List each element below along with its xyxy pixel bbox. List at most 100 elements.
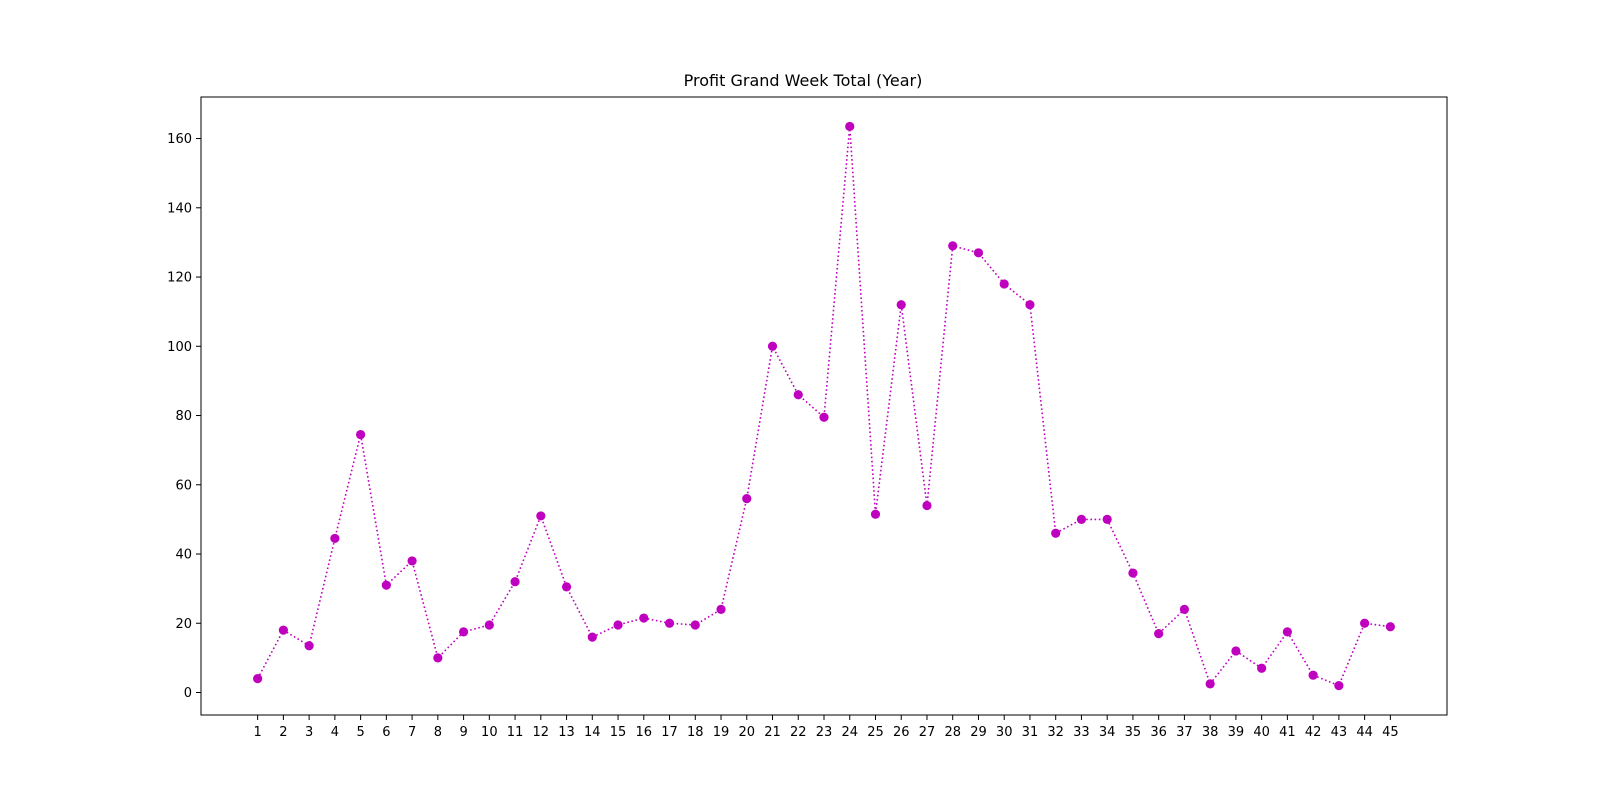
x-tick-label: 9 (459, 725, 467, 740)
x-tick-label: 3 (305, 725, 313, 740)
y-tick-label: 140 (167, 201, 192, 216)
data-point (1076, 514, 1087, 524)
x-tick-label: 8 (434, 725, 442, 740)
series-layer (253, 121, 1395, 691)
x-tick-label: 14 (584, 725, 601, 740)
y-tick-label: 80 (175, 409, 192, 424)
x-tick-label: 32 (1047, 725, 1064, 740)
data-point (639, 613, 649, 623)
chart-title: Profit Grand Week Total (Year) (684, 71, 923, 90)
x-tick-label: 44 (1356, 725, 1373, 740)
x-tick-label: 20 (738, 725, 755, 740)
x-tick-label: 17 (661, 725, 678, 740)
x-tick-label: 28 (944, 725, 961, 740)
x-tick-label: 38 (1202, 725, 1219, 740)
x-tick-label: 22 (790, 725, 807, 740)
y-axis: 0 20 40 60 80 100 120 140 160 (167, 132, 201, 701)
data-point (510, 577, 520, 587)
data-point (767, 341, 778, 351)
y-tick-label: 40 (175, 548, 192, 563)
x-tick-label: 26 (893, 725, 910, 740)
x-tick-label: 29 (970, 725, 987, 740)
x-tick-label: 10 (481, 725, 498, 740)
data-point (381, 580, 391, 590)
x-tick-label: 34 (1099, 725, 1116, 740)
data-point (613, 620, 623, 630)
data-point (1385, 622, 1395, 632)
data-point (742, 494, 752, 504)
data-point (1308, 670, 1318, 680)
x-tick-label: 16 (636, 725, 653, 740)
data-point (304, 641, 314, 651)
data-point (278, 625, 288, 635)
x-tick-label: 41 (1279, 725, 1296, 740)
x-tick-label: 42 (1305, 725, 1322, 740)
x-tick-label: 23 (816, 725, 833, 740)
x-tick-label: 45 (1382, 725, 1399, 740)
x-tick-label: 11 (507, 725, 524, 740)
data-point (1154, 629, 1164, 639)
data-point (922, 500, 932, 511)
data-point (356, 429, 366, 440)
data-point (433, 653, 443, 663)
y-tick-label: 100 (167, 340, 192, 355)
data-point (1257, 663, 1267, 673)
x-tick-label: 36 (1150, 725, 1167, 740)
x-tick-label: 19 (713, 725, 730, 740)
data-point (973, 248, 984, 258)
x-tick-label: 1 (253, 725, 261, 740)
data-point (1231, 646, 1241, 656)
x-tick-label: 31 (1022, 725, 1039, 740)
x-tick-label: 5 (356, 725, 364, 740)
x-tick-label: 21 (764, 725, 781, 740)
data-point (1128, 568, 1138, 578)
data-point (484, 620, 494, 630)
x-tick-label: 4 (331, 725, 339, 740)
data-point (458, 627, 469, 637)
x-tick-label: 27 (919, 725, 936, 740)
data-point (1360, 618, 1370, 628)
data-point (819, 412, 829, 422)
x-axis: 1 2 3 4 5 6 7 8 9 10 11 12 13 14 15 16 17 18 19 20 21 22 23 24 2… (253, 715, 1399, 740)
x-tick-label: 6 (382, 725, 390, 740)
data-point (999, 279, 1009, 289)
data-point (1102, 514, 1112, 524)
data-point (1025, 300, 1035, 310)
y-tick-label: 0 (184, 686, 192, 701)
y-tick-label: 120 (167, 271, 192, 286)
data-point (870, 509, 881, 519)
x-tick-label: 35 (1125, 725, 1142, 740)
data-point (716, 604, 726, 615)
y-tick-label: 60 (175, 478, 192, 493)
data-point (664, 618, 675, 628)
y-tick-label: 160 (167, 132, 192, 147)
data-point (1051, 528, 1061, 538)
x-tick-label: 30 (996, 725, 1013, 740)
data-point (1179, 604, 1190, 615)
x-tick-label: 24 (841, 725, 858, 740)
data-point (1205, 679, 1215, 689)
x-tick-label: 13 (558, 725, 575, 740)
x-tick-label: 15 (610, 725, 627, 740)
data-point (896, 300, 906, 310)
data-point (253, 674, 263, 684)
data-point (845, 121, 855, 132)
data-point (1282, 627, 1292, 637)
x-tick-label: 12 (533, 725, 550, 740)
x-tick-label: 37 (1176, 725, 1193, 740)
x-tick-label: 33 (1073, 725, 1090, 740)
plot-area-frame (200, 96, 1448, 716)
x-tick-label: 25 (867, 725, 884, 740)
data-point (536, 511, 546, 521)
x-tick-label: 39 (1228, 725, 1245, 740)
data-point (407, 556, 417, 566)
y-tick-label: 20 (175, 617, 192, 632)
data-point (561, 582, 572, 592)
data-point (793, 390, 803, 400)
data-point (587, 632, 597, 642)
x-tick-label: 2 (279, 725, 287, 740)
data-point (330, 533, 340, 544)
data-point (1334, 680, 1344, 691)
